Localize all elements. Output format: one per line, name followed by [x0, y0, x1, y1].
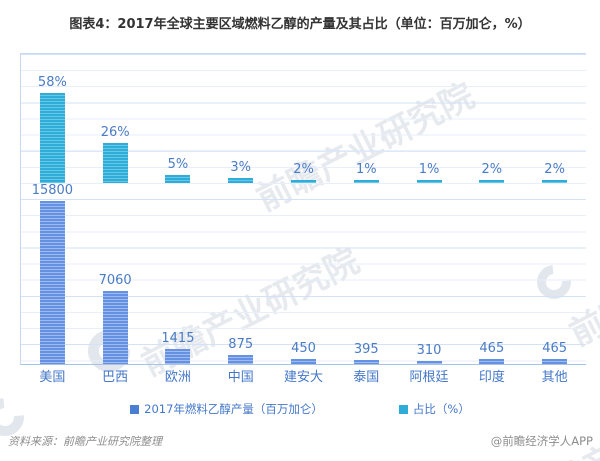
share-value-label: 1% — [418, 162, 440, 177]
legend-item-production: 2017年燃料乙醇产量（百万加仑） — [130, 401, 323, 417]
category-label: 巴西 — [102, 370, 129, 385]
bar-production — [291, 359, 316, 364]
production-value-label: 465 — [479, 341, 505, 356]
category-label: 欧洲 — [164, 370, 191, 385]
legend: 2017年燃料乙醇产量（百万加仑） 占比（%） — [0, 401, 600, 417]
legend-marker-share-icon — [398, 404, 408, 414]
legend-item-share: 占比（%） — [398, 401, 470, 417]
bar-production — [353, 360, 379, 364]
bar-production — [542, 359, 568, 364]
share-value-label: 2% — [544, 162, 565, 177]
bar-production — [479, 359, 505, 364]
production-value-label: 310 — [416, 343, 442, 358]
production-value-label: 465 — [542, 341, 568, 356]
share-value-label: 1% — [355, 162, 377, 177]
share-value-label: 26% — [100, 125, 130, 140]
production-value-label: 875 — [228, 337, 254, 352]
category-label: 泰国 — [353, 370, 380, 385]
production-value-label: 450 — [291, 341, 316, 356]
credit-note: @前瞻经济学人APP — [490, 434, 593, 448]
production-value-label: 395 — [353, 342, 379, 357]
production-value-label: 1415 — [161, 331, 195, 346]
bar-share — [479, 180, 505, 183]
category-label: 其他 — [541, 370, 568, 385]
plot-area: 58% 15800 美国 26% 7060 巴西 5% 1415 欧洲 3% 875 中国 2% 450 建… — [20, 53, 586, 385]
share-value-label: 2% — [481, 162, 503, 177]
source-note: 资料来源：前瞻产业研究院整理 — [8, 435, 162, 448]
legend-label-share: 占比（%） — [412, 402, 470, 416]
share-value-label: 5% — [167, 157, 189, 172]
category-label: 中国 — [227, 370, 254, 385]
category-label: 印度 — [478, 370, 505, 385]
bar-share — [291, 180, 316, 183]
legend-label-production: 2017年燃料乙醇产量（百万加仑） — [144, 402, 323, 416]
share-value-label: 58% — [37, 75, 67, 90]
bar-share — [228, 178, 254, 183]
bar-production — [416, 361, 442, 364]
category-label: 建安大 — [283, 370, 323, 385]
bar-share — [542, 180, 568, 183]
share-value-label: 2% — [293, 162, 314, 177]
bar-share — [416, 180, 442, 183]
bar-production — [102, 291, 128, 364]
share-value-label: 3% — [230, 160, 252, 175]
bar-share — [165, 175, 191, 183]
category-label: 美国 — [39, 370, 66, 385]
bar-share — [102, 143, 128, 183]
bar-production — [165, 349, 191, 364]
production-value-label: 7060 — [98, 273, 132, 288]
category-label: 阿根廷 — [409, 370, 449, 385]
chart-title: 图表4：2017年全球主要区域燃料乙醇的产量及其占比（单位：百万加仑，%） — [69, 17, 531, 32]
bar-share — [353, 180, 379, 183]
legend-marker-production-icon — [130, 404, 140, 414]
bar-share — [39, 93, 65, 183]
production-value-label: 15800 — [31, 183, 74, 198]
bar-production — [228, 355, 254, 364]
bar-production — [39, 201, 65, 364]
